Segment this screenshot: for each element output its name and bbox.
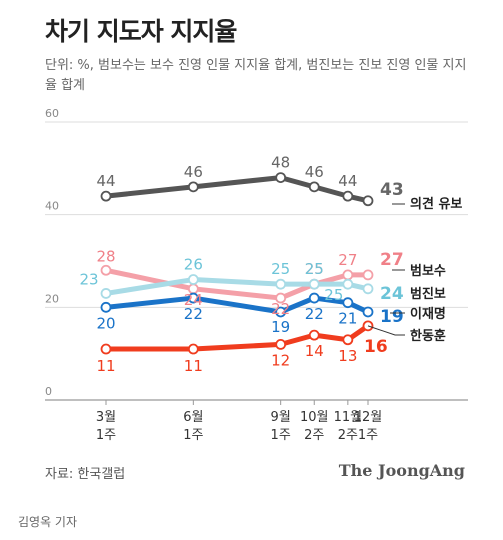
series-line xyxy=(103,323,371,352)
data-point xyxy=(342,278,354,290)
data-point xyxy=(342,334,354,346)
data-label: 28 xyxy=(96,247,115,265)
y-tick-label: 40 xyxy=(45,200,59,213)
data-label: 26 xyxy=(184,256,203,274)
leader-line xyxy=(367,325,405,336)
x-tick-label-week: 1주 xyxy=(96,428,116,443)
data-point xyxy=(362,306,374,318)
x-tick-label-month: 3월 xyxy=(96,410,116,425)
data-label: 25 xyxy=(324,286,343,304)
data-point xyxy=(362,283,374,295)
data-label: 44 xyxy=(338,172,357,190)
x-tick-label-month: 11월 xyxy=(334,410,363,425)
data-point xyxy=(275,292,287,304)
data-point xyxy=(100,301,112,313)
data-point xyxy=(308,292,320,304)
data-label: 24 xyxy=(184,291,203,309)
data-point xyxy=(362,269,374,281)
data-point xyxy=(100,343,112,355)
series-line xyxy=(103,175,371,204)
data-point xyxy=(342,269,354,281)
data-label: 13 xyxy=(338,347,357,365)
data-point xyxy=(100,288,112,299)
chart-subtitle: 단위: %, 범보수는 보수 진영 인물 지지율 합계, 범진보는 진보 진영 … xyxy=(45,58,467,93)
data-label: 25 xyxy=(271,260,290,278)
x-tick-label-month: 10월 xyxy=(300,410,329,425)
source-note: 자료: 한국갤럽 xyxy=(45,467,126,482)
data-point xyxy=(100,264,112,276)
y-tick-label: 60 xyxy=(45,107,59,120)
data-label: 20 xyxy=(96,314,115,332)
y-tick-label: 0 xyxy=(45,385,52,398)
x-tick-label-week: 1주 xyxy=(358,428,378,443)
brand-logo: The JoongAng xyxy=(338,461,465,480)
data-point xyxy=(187,343,199,355)
data-label: 27 xyxy=(380,250,404,270)
data-label: 23 xyxy=(79,270,98,288)
series-name-label: 의견 유보 xyxy=(410,196,462,212)
y-tick-label: 20 xyxy=(45,292,59,305)
series-name-label: 범진보 xyxy=(410,286,446,302)
data-label: 14 xyxy=(305,342,324,360)
x-tick-label-month: 12월 xyxy=(354,410,383,425)
data-label: 22 xyxy=(271,300,290,318)
x-tick-label-month: 6월 xyxy=(183,410,203,425)
data-label: 11 xyxy=(96,357,115,375)
data-label: 24 xyxy=(380,284,404,304)
data-point xyxy=(275,338,287,350)
data-point xyxy=(187,181,199,193)
x-tick-label-week: 2주 xyxy=(338,428,358,443)
data-label: 19 xyxy=(271,318,290,336)
data-label: 27 xyxy=(338,251,357,269)
series-name-label: 이재명 xyxy=(410,306,446,322)
data-label: 19 xyxy=(380,307,404,327)
data-label: 46 xyxy=(305,163,324,181)
series-name-label: 한동훈 xyxy=(410,328,446,344)
data-point xyxy=(342,297,354,309)
data-label: 25 xyxy=(305,260,324,278)
data-point xyxy=(308,278,320,290)
data-point xyxy=(187,292,199,304)
data-label: 48 xyxy=(271,154,290,172)
data-point xyxy=(362,195,374,207)
data-label: 44 xyxy=(96,172,115,190)
data-point xyxy=(275,172,287,184)
data-point xyxy=(187,274,199,285)
data-point xyxy=(275,278,287,290)
data-label: 43 xyxy=(380,180,404,200)
data-label: 16 xyxy=(364,337,388,357)
data-label: 11 xyxy=(184,357,203,375)
data-label: 46 xyxy=(184,163,203,181)
data-point xyxy=(100,190,112,202)
data-label: 12 xyxy=(271,351,290,369)
data-point xyxy=(342,190,354,202)
x-tick-label-month: 9월 xyxy=(271,410,291,425)
data-label: 25 xyxy=(305,260,324,278)
data-label: 22 xyxy=(305,305,324,323)
data-point xyxy=(308,329,320,341)
page-title: 차기 지도자 지지율 xyxy=(45,17,237,46)
x-tick-label-week: 2주 xyxy=(304,428,324,443)
data-label: 22 xyxy=(184,305,203,323)
x-tick-label-week: 1주 xyxy=(271,428,291,443)
series-name-label: 범보수 xyxy=(410,263,446,279)
data-point xyxy=(308,181,320,193)
reporter-credit: 김영옥 기자 xyxy=(18,515,78,529)
data-label: 21 xyxy=(338,310,357,328)
data-point xyxy=(275,306,287,318)
x-tick-label-week: 1주 xyxy=(183,428,203,443)
